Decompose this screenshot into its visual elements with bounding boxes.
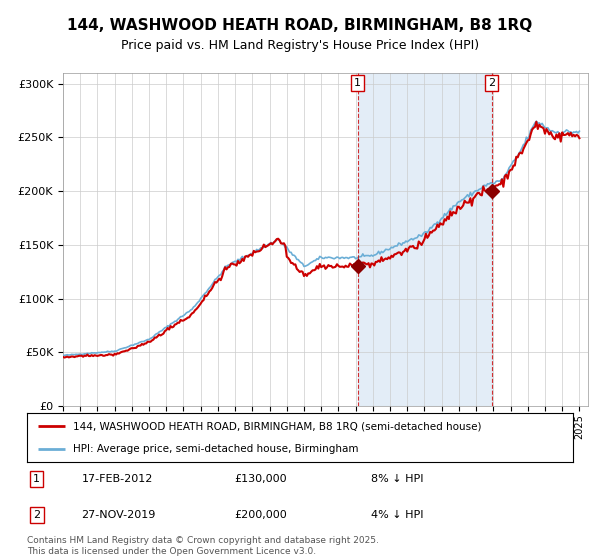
Text: 17-FEB-2012: 17-FEB-2012 [82,474,153,484]
Bar [358,73,491,406]
Text: 2: 2 [488,78,495,88]
Text: £200,000: £200,000 [235,510,287,520]
Text: Contains HM Land Registry data © Crown copyright and database right 2025.
This d: Contains HM Land Registry data © Crown c… [27,536,379,556]
Text: 1: 1 [34,474,40,484]
Text: £130,000: £130,000 [235,474,287,484]
Text: 144, WASHWOOD HEATH ROAD, BIRMINGHAM, B8 1RQ (semi-detached house): 144, WASHWOOD HEATH ROAD, BIRMINGHAM, B8… [73,421,482,431]
Text: HPI: Average price, semi-detached house, Birmingham: HPI: Average price, semi-detached house,… [73,444,359,454]
Text: 144, WASHWOOD HEATH ROAD, BIRMINGHAM, B8 1RQ: 144, WASHWOOD HEATH ROAD, BIRMINGHAM, B8… [67,18,533,32]
Text: 8% ↓ HPI: 8% ↓ HPI [371,474,424,484]
Text: 1: 1 [354,78,361,88]
Text: Price paid vs. HM Land Registry's House Price Index (HPI): Price paid vs. HM Land Registry's House … [121,39,479,53]
Text: 27-NOV-2019: 27-NOV-2019 [82,510,156,520]
Text: 4% ↓ HPI: 4% ↓ HPI [371,510,424,520]
Text: 2: 2 [33,510,40,520]
